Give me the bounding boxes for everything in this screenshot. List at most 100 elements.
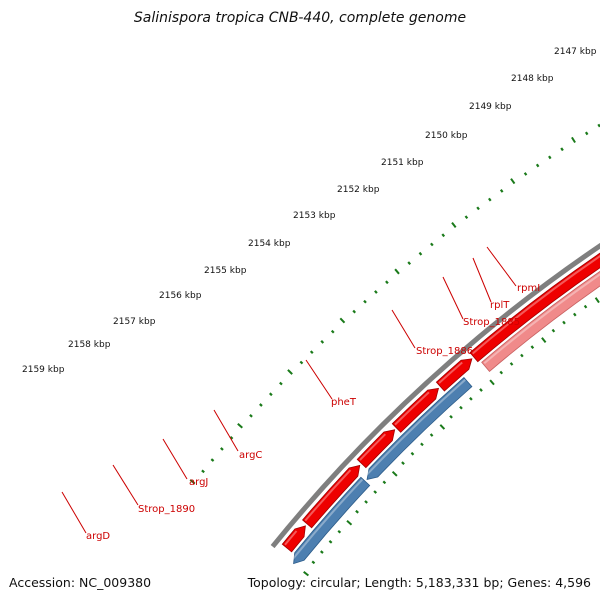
outer-tick bbox=[418, 251, 423, 256]
leader-line bbox=[162, 438, 188, 480]
gene-highlight bbox=[394, 391, 430, 426]
gene-highlight bbox=[284, 530, 298, 546]
inner-tick-ring bbox=[303, 297, 600, 577]
gene-arrow bbox=[293, 476, 371, 565]
leader-line bbox=[472, 257, 492, 303]
inner-tick bbox=[479, 388, 483, 392]
leader-line bbox=[391, 309, 416, 349]
inner-tick bbox=[499, 370, 504, 375]
map-title: Salinispora tropica CNB-440, complete ge… bbox=[133, 10, 467, 26]
outer-tick bbox=[451, 221, 457, 229]
gene-label: argD bbox=[86, 531, 110, 542]
ruler-label: 2150 kbp bbox=[425, 131, 468, 141]
ruler-label: 2148 kbp bbox=[511, 74, 554, 84]
accession-text: Accession: NC_009380 bbox=[9, 575, 152, 590]
ruler-label: 2149 kbp bbox=[469, 102, 512, 112]
gene-label: Strop_1885 bbox=[463, 317, 520, 328]
outer-tick bbox=[229, 435, 234, 440]
outer-tick bbox=[269, 392, 273, 397]
outer-tick bbox=[394, 268, 400, 275]
gene-label: Strop_1886 bbox=[416, 346, 473, 357]
gene-arrow bbox=[481, 270, 600, 372]
genome-summary-text: Topology: circular; Length: 5,183,331 bp… bbox=[247, 575, 591, 590]
outer-tick bbox=[476, 206, 480, 211]
outer-tick bbox=[571, 136, 576, 144]
outer-tick bbox=[407, 261, 412, 266]
inner-tick bbox=[337, 529, 342, 534]
inner-tick bbox=[328, 540, 333, 544]
outer-tick bbox=[330, 329, 335, 334]
gene-arrow bbox=[366, 377, 473, 481]
inner-tick bbox=[429, 433, 434, 437]
gene-label: argC bbox=[239, 450, 262, 461]
gene-arrow bbox=[469, 252, 600, 363]
leader-line bbox=[442, 276, 464, 320]
ruler-label: 2147 kbp bbox=[554, 47, 597, 57]
ruler-labels: 2147 kbp 2148 kbp 2149 kbp 2150 kbp 2151 kbp… bbox=[22, 47, 597, 375]
inner-tick bbox=[439, 424, 446, 430]
gene-highlight bbox=[304, 469, 352, 522]
gene-label: rpmI bbox=[517, 283, 540, 294]
gene-label: rplT bbox=[490, 300, 510, 311]
gene-arrow bbox=[391, 387, 440, 433]
gene-arrow bbox=[435, 358, 473, 392]
gene-features bbox=[281, 252, 600, 565]
outer-tick bbox=[287, 369, 293, 375]
outer-tick bbox=[548, 155, 552, 160]
gene-arrow bbox=[301, 464, 361, 529]
outer-tick bbox=[510, 178, 516, 185]
outer-tick bbox=[237, 423, 243, 429]
ruler-label: 2153 kbp bbox=[293, 211, 336, 221]
outer-tick bbox=[535, 163, 540, 168]
ruler-label: 2158 kbp bbox=[68, 340, 111, 350]
ruler-label: 2155 kbp bbox=[204, 266, 247, 276]
outer-tick bbox=[560, 147, 564, 152]
inner-tick bbox=[391, 470, 398, 477]
outer-tick bbox=[385, 280, 389, 285]
outer-tick bbox=[499, 189, 504, 193]
outer-tick bbox=[464, 215, 469, 220]
outer-tick bbox=[430, 242, 434, 247]
gene-highlight bbox=[483, 273, 600, 365]
gene-label: Strop_1890 bbox=[138, 504, 195, 515]
label-leader-lines bbox=[61, 246, 517, 534]
inner-tick bbox=[573, 312, 577, 317]
outer-tick bbox=[320, 340, 325, 344]
gene-arrow bbox=[356, 429, 396, 469]
inner-tick bbox=[489, 379, 495, 386]
inner-tick bbox=[355, 509, 359, 514]
leader-line bbox=[486, 246, 517, 287]
gene-highlight bbox=[438, 361, 463, 384]
inner-tick bbox=[594, 297, 600, 304]
inner-tick bbox=[303, 571, 310, 577]
inner-tick bbox=[551, 328, 556, 333]
outer-tick bbox=[339, 317, 346, 324]
gene-labels: rpmI rplT Strop_1885 Strop_1886 pheT argC argJ… bbox=[86, 283, 540, 542]
leader-line bbox=[305, 359, 333, 400]
inner-tick bbox=[420, 442, 424, 447]
outer-tick bbox=[374, 290, 378, 294]
inner-tick bbox=[373, 490, 378, 494]
ruler-label: 2152 kbp bbox=[337, 185, 380, 195]
gene-highlight bbox=[364, 379, 466, 477]
outer-tick bbox=[259, 403, 263, 407]
inner-tick bbox=[449, 414, 453, 419]
inner-tick bbox=[469, 396, 473, 401]
outer-tick bbox=[352, 309, 357, 314]
inner-tick bbox=[530, 345, 535, 350]
inner-tick bbox=[509, 362, 514, 366]
ruler-label: 2156 kbp bbox=[159, 291, 202, 301]
inner-tick bbox=[459, 405, 463, 410]
inner-tick bbox=[562, 320, 566, 325]
gene-highlight bbox=[471, 255, 600, 355]
inner-tick bbox=[346, 519, 353, 526]
outer-tick bbox=[189, 479, 196, 485]
inner-tick bbox=[520, 353, 524, 358]
leader-line bbox=[112, 464, 139, 506]
outer-tick bbox=[299, 360, 304, 365]
outer-tick bbox=[249, 413, 253, 418]
gene-arrow bbox=[281, 525, 306, 553]
inner-tick bbox=[401, 461, 405, 465]
inner-tick bbox=[583, 304, 588, 309]
